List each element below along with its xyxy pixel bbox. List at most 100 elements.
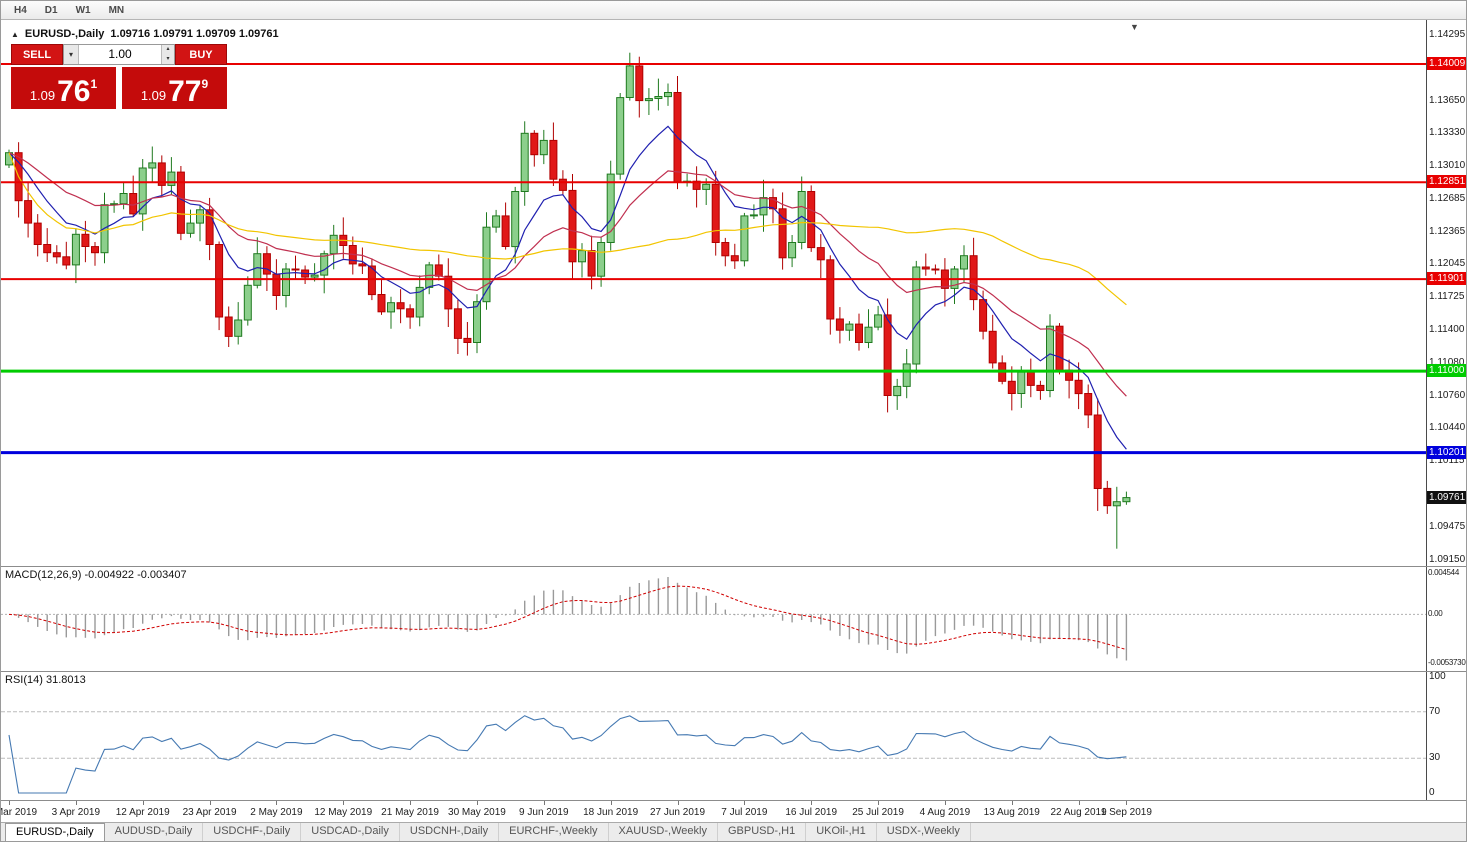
macd-chart[interactable]: MACD(12,26,9) -0.004922 -0.003407 (1, 567, 1426, 671)
level-price-tag: 1.11000 (1427, 364, 1466, 378)
one-click-trading-widget: SELL ▾ 1.00 ▴ ▾ BUY 1.09 76 1 1.09 (11, 44, 227, 109)
price-axis-label: 1.13330 (1429, 127, 1466, 139)
date-label: 3 Apr 2019 (51, 807, 101, 818)
time-axis-tick (75, 801, 77, 805)
rsi-axis-label: 0 (1429, 787, 1435, 798)
rsi-label: RSI(14) 31.8013 (5, 674, 86, 686)
macd-axis-label: -0.0053730 (1428, 658, 1466, 668)
price-axis-label: 1.11400 (1429, 324, 1465, 336)
macd-indicator-panel: MACD(12,26,9) -0.004922 -0.003407 0.0045… (1, 566, 1466, 671)
time-axis-tick (9, 801, 10, 805)
chart-tab-audusd-daily[interactable]: AUDUSD-,Daily (105, 823, 204, 841)
time-axis-tick (811, 801, 813, 805)
date-label: 18 Jun 2019 (583, 807, 639, 818)
time-axis-tick (1011, 801, 1013, 805)
time-axis-tick (343, 801, 345, 805)
price-axis-label: 1.11725 (1429, 291, 1465, 303)
price-axis-label: 1.10115 (1429, 455, 1465, 467)
volume-field[interactable]: ▾ 1.00 ▴ ▾ (63, 44, 175, 65)
price-axis-label: 1.13010 (1429, 159, 1466, 171)
timeframe-toolbar: H4 D1 W1 MN (1, 1, 1466, 20)
level-price-tag: 1.11901 (1427, 272, 1466, 286)
time-axis-tick (209, 801, 211, 805)
chart-tab-usdcnh-daily[interactable]: USDCNH-,Daily (400, 823, 500, 841)
timeframe-buttons: H4 D1 W1 MN (7, 3, 131, 18)
date-label: 27 Jun 2019 (649, 807, 706, 818)
chart-ohlc-values: 1.09716 1.09791 1.09709 1.09761 (110, 28, 279, 40)
sell-price-base: 1.09 (29, 88, 56, 103)
macd-axis[interactable]: 0.004544 0.00 -0.0053730 (1426, 567, 1466, 671)
price-axis-label: 1.14295 (1429, 28, 1466, 40)
timeframe-button-h4[interactable]: H4 (7, 3, 34, 18)
date-label: 2 May 2019 (250, 807, 303, 818)
time-axis-tick (142, 801, 144, 805)
date-label: 9 Jun 2019 (519, 807, 569, 818)
chart-shift-icon: ▼ (1130, 22, 1139, 32)
time-axis-tick (1078, 801, 1080, 805)
chart-symbol-label: EURUSD-,Daily (24, 28, 105, 40)
chart-tab-xauusd-weekly[interactable]: XAUUSD-,Weekly (609, 823, 718, 841)
macd-axis-label: 0.00 (1428, 609, 1443, 619)
time-axis-tick (744, 801, 746, 805)
time-axis-tick (878, 801, 880, 805)
timeframe-button-d1[interactable]: D1 (38, 3, 65, 18)
timeframe-button-mn[interactable]: MN (102, 3, 132, 18)
buy-price-pipette: 9 (201, 77, 209, 91)
rsi-axis-label: 100 (1429, 671, 1446, 682)
chart-tab-usdchf-daily[interactable]: USDCHF-,Daily (203, 823, 302, 841)
buy-price-base: 1.09 (140, 88, 167, 103)
sell-button[interactable]: SELL (11, 44, 63, 65)
date-label: 16 Jul 2019 (785, 807, 838, 818)
spinner-down-icon[interactable]: ▾ (166, 55, 170, 62)
rsi-axis[interactable]: 100 70 30 0 (1426, 671, 1466, 800)
chart-tab-usdx-weekly[interactable]: USDX-,Weekly (877, 823, 971, 841)
rsi-indicator-panel: RSI(14) 31.8013 100 70 30 0 (1, 671, 1466, 800)
time-axis[interactable]: 25 Mar 2019 3 Apr 2019 12 Apr 2019 23 Apr 2… (1, 800, 1466, 822)
price-axis-label: 1.10760 (1429, 389, 1466, 401)
price-axis-label: 1.10440 (1429, 422, 1466, 434)
time-axis-tick (944, 801, 946, 805)
price-axis-label: 1.12365 (1429, 225, 1466, 237)
price-chart-panel: ▲ EURUSD-,Daily 1.09716 1.09791 1.09709 … (1, 20, 1466, 566)
chart-tab-gbpusd-h1[interactable]: GBPUSD-,H1 (718, 823, 807, 841)
time-axis-tick (410, 801, 412, 805)
time-axis-tick (276, 801, 278, 805)
sell-price-pips: 76 (57, 75, 91, 108)
price-axis-label: 1.09475 (1429, 520, 1466, 532)
volume-value[interactable]: 1.00 (108, 47, 132, 61)
chart-ohlc-header: ▲ EURUSD-,Daily 1.09716 1.09791 1.09709 … (11, 28, 279, 40)
sell-price-pipette: 1 (90, 77, 98, 91)
volume-dropdown-icon[interactable]: ▾ (64, 45, 79, 64)
date-label: 12 Apr 2019 (115, 807, 170, 818)
price-axis-label: 1.12685 (1429, 193, 1466, 205)
spinner-up-icon[interactable]: ▴ (166, 46, 170, 52)
rsi-chart[interactable]: RSI(14) 31.8013 (1, 672, 1426, 800)
buy-price-display[interactable]: 1.09 77 9 (122, 67, 227, 109)
price-axis-label: 1.13650 (1429, 94, 1466, 106)
date-label: 12 May 2019 (314, 807, 373, 818)
candlestick-chart[interactable]: ▲ EURUSD-,Daily 1.09716 1.09791 1.09709 … (1, 20, 1426, 566)
date-label: 22 Aug 2019 (1050, 807, 1107, 818)
date-label: 4 Aug 2019 (919, 807, 971, 818)
chart-tab-eurusd-daily[interactable]: EURUSD-,Daily (5, 823, 105, 841)
chart-tab-ukoil-h1[interactable]: UKOil-,H1 (806, 823, 877, 841)
price-axis[interactable]: 1.14295 1.13650 1.13330 1.13010 1.12685 1.123… (1426, 20, 1466, 566)
timeframe-button-w1[interactable]: W1 (69, 3, 98, 18)
macd-label: MACD(12,26,9) -0.004922 -0.003407 (5, 569, 187, 581)
sell-price-display[interactable]: 1.09 76 1 (11, 67, 116, 109)
collapse-arrow-icon[interactable]: ▲ (11, 29, 19, 39)
date-label: 21 May 2019 (381, 807, 439, 818)
chart-tab-usdcad-daily[interactable]: USDCAD-,Daily (301, 823, 400, 841)
chart-tab-eurchf-weekly[interactable]: EURCHF-,Weekly (499, 823, 609, 841)
buy-price-pips: 77 (168, 75, 202, 108)
price-axis-label: 1.11080 (1429, 356, 1465, 368)
rsi-axis-label: 30 (1429, 752, 1441, 764)
level-price-tag: 1.14009 (1427, 56, 1466, 70)
time-axis-tick (476, 801, 478, 805)
volume-spinner[interactable]: ▴ ▾ (161, 45, 174, 64)
time-axis-tick (543, 801, 545, 805)
buy-button[interactable]: BUY (175, 44, 227, 65)
rsi-axis-label: 70 (1429, 705, 1441, 717)
chart-area: ▲ EURUSD-,Daily 1.09716 1.09791 1.09709 … (1, 20, 1466, 822)
